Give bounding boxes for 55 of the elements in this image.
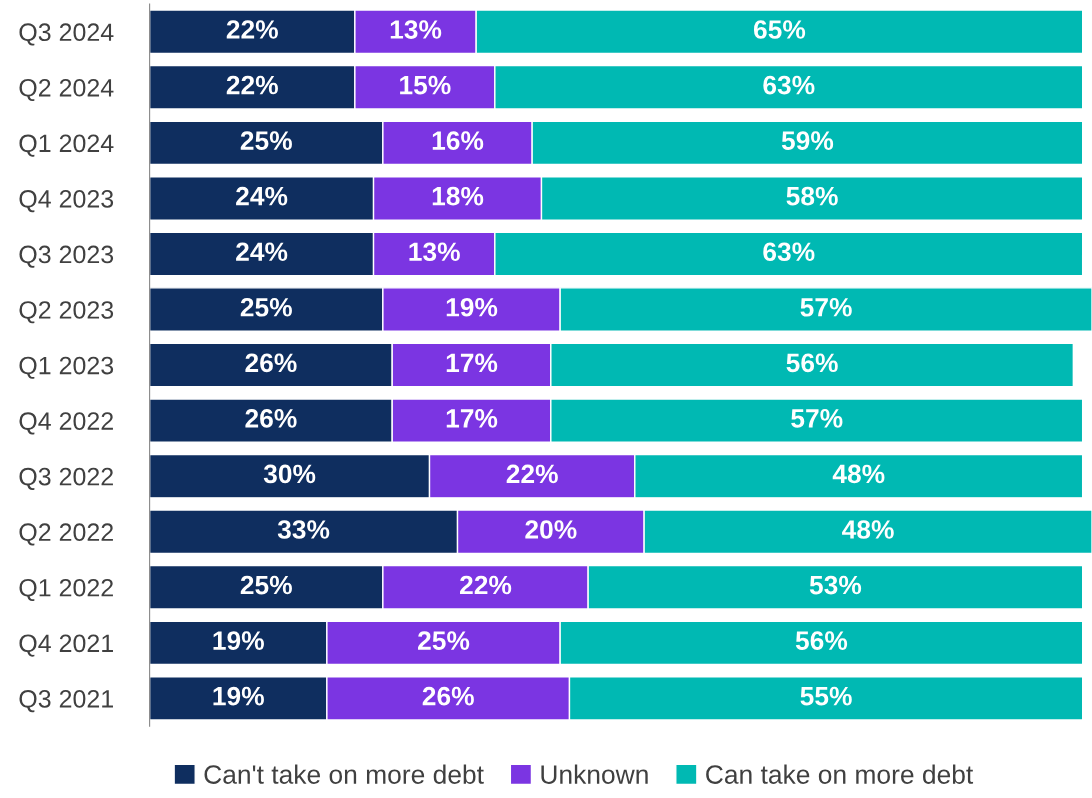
data-label: 22% (226, 75, 278, 95)
y-tick-label: Q1 2023 (19, 356, 114, 379)
data-label: 48% (832, 464, 885, 484)
data-label: 19% (213, 686, 264, 706)
data-label: 65% (753, 20, 806, 39)
data-label: 25% (240, 131, 292, 150)
data-label: 57% (800, 298, 852, 317)
y-tick-label: Q1 2024 (19, 134, 114, 157)
data-label: 22% (226, 20, 278, 39)
legend-label: Can't take on more debt (204, 764, 484, 784)
data-label: 22% (506, 464, 558, 484)
data-label: 25% (418, 631, 470, 650)
data-label: 13% (409, 242, 460, 262)
y-tick-label: Q2 2024 (19, 78, 114, 102)
y-tick-label: Q2 2023 (19, 301, 114, 324)
legend-label: Unknown (541, 764, 648, 784)
data-label: 13% (390, 20, 442, 39)
data-label: 57% (791, 409, 843, 428)
data-label: 26% (245, 409, 297, 428)
data-label: 16% (432, 131, 484, 150)
data-label: 25% (240, 575, 292, 595)
data-label: 26% (422, 686, 474, 706)
data-label: 59% (781, 131, 834, 150)
data-label: 18% (432, 186, 484, 206)
data-label: 26% (245, 353, 297, 373)
data-label: 63% (763, 75, 815, 95)
data-label: 58% (786, 186, 838, 206)
data-label: 53% (809, 575, 862, 595)
y-tick-label: Q3 2022 (19, 467, 113, 490)
data-label: 19% (213, 631, 264, 650)
data-label: 56% (786, 353, 838, 373)
y-tick-label: Q3 2023 (19, 245, 114, 268)
y-tick-label: Q3 2021 (19, 690, 113, 713)
data-label: 24% (236, 186, 288, 206)
y-tick-label: Q3 2024 (19, 23, 114, 46)
y-tick-label: Q1 2022 (19, 578, 113, 602)
data-label: 24% (236, 242, 288, 262)
data-label: 19% (446, 297, 498, 317)
data-label: 56% (795, 631, 848, 650)
data-label: 55% (800, 686, 852, 706)
data-label: 22% (460, 575, 512, 595)
data-label: 25% (240, 297, 292, 317)
y-tick-label: Q4 2021 (19, 634, 113, 657)
legend-label: Can take on more debt (706, 764, 974, 784)
data-label: 63% (763, 242, 815, 262)
data-label: 15% (400, 75, 451, 95)
data-label: 20% (525, 520, 577, 539)
y-tick-label: Q4 2022 (19, 412, 113, 435)
y-tick-label: Q4 2023 (19, 190, 114, 213)
data-label: 17% (446, 353, 498, 373)
data-label: 17% (446, 409, 498, 428)
data-label: 33% (277, 520, 330, 539)
data-label: 30% (263, 464, 316, 484)
data-label: 48% (842, 520, 894, 539)
y-tick-label: Q2 2022 (19, 523, 113, 546)
